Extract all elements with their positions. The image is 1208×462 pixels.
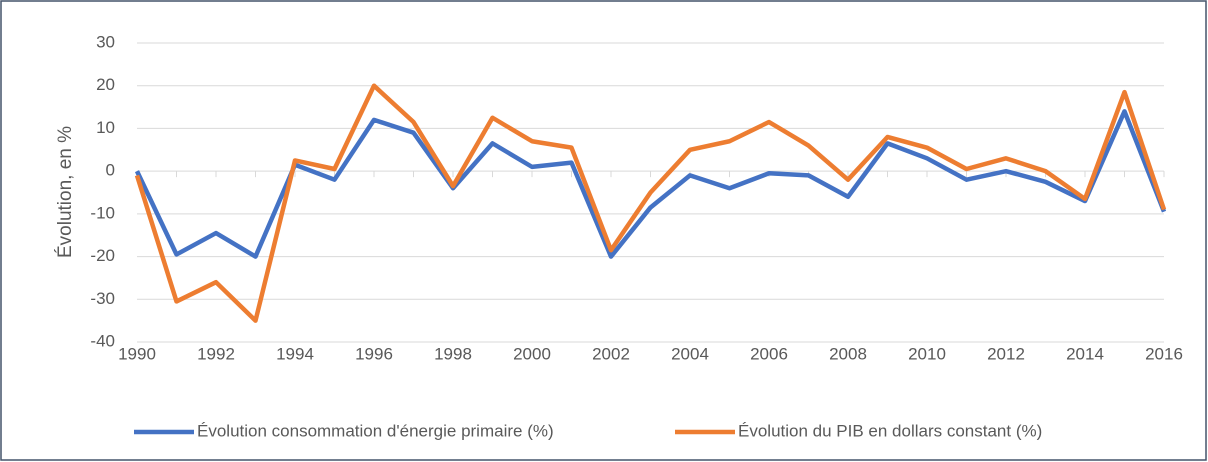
x-tick-label: 1998 (434, 344, 472, 363)
x-tick-label: 1990 (118, 344, 156, 363)
x-tick-label: 1992 (197, 344, 235, 363)
x-tick-label: 1996 (355, 344, 393, 363)
legend-label: Évolution du PIB en dollars constant (%) (738, 421, 1042, 440)
x-tick-label: 2012 (987, 344, 1025, 363)
y-tick-label: -40 (90, 331, 115, 350)
series-line (134, 83, 1167, 323)
y-tick-label: 30 (96, 32, 115, 51)
y-tick-label: 20 (96, 75, 115, 94)
x-tick-label: 1994 (276, 344, 314, 363)
y-tick-label: 10 (96, 118, 115, 137)
legend-label: Évolution consommation d'énergie primair… (197, 421, 554, 440)
y-tick-label: -20 (90, 246, 115, 265)
x-tick-label: 2016 (1145, 344, 1183, 363)
y-axis-title: Évolution, en % (55, 126, 76, 258)
y-tick-label: -30 (90, 289, 115, 308)
x-tick-label: 2002 (592, 344, 630, 363)
series-line (134, 109, 1167, 259)
x-tick-label: 2006 (750, 344, 788, 363)
x-tick-label: 2000 (513, 344, 551, 363)
x-tick-label: 2008 (829, 344, 867, 363)
x-tick-label: 2004 (671, 344, 709, 363)
y-tick-label: -10 (90, 203, 115, 222)
y-tick-label: 0 (106, 161, 115, 180)
x-tick-label: 2014 (1066, 344, 1104, 363)
x-tick-label: 2010 (908, 344, 946, 363)
